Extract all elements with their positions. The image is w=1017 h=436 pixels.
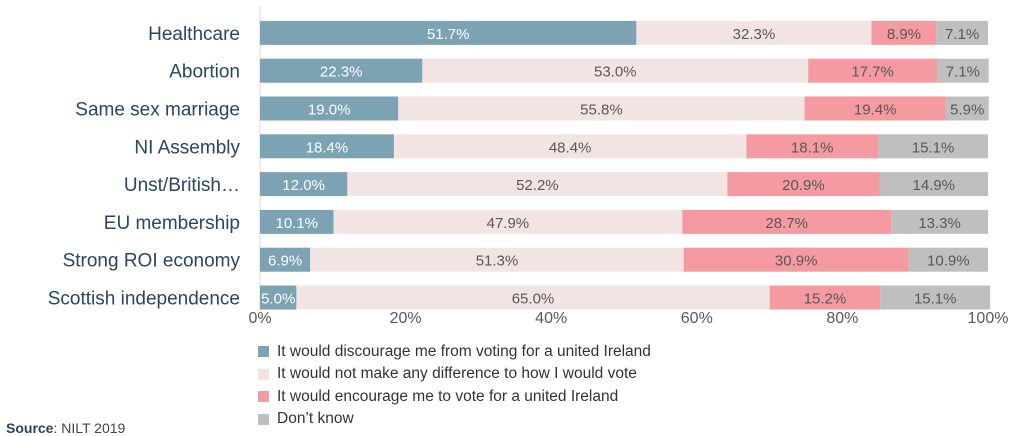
data-label: 52.2%: [516, 177, 559, 194]
data-label: 18.4%: [306, 139, 349, 156]
category-label: Same sex marriage: [75, 100, 240, 121]
bar-segment: [260, 58, 423, 83]
source-note: Source: NILT 2019: [6, 420, 125, 436]
data-label: 10.9%: [927, 253, 970, 270]
x-tick-label: 80%: [826, 310, 858, 327]
bar-segment: [310, 247, 684, 272]
category-label: Abortion: [169, 62, 240, 83]
legend-swatch: [258, 368, 269, 380]
data-label: 30.9%: [775, 253, 818, 270]
bar-segment: [804, 96, 946, 121]
data-label: 51.7%: [427, 26, 470, 43]
bar-segment: [333, 209, 683, 234]
bar-segment: [398, 96, 805, 121]
data-label: 7.1%: [946, 64, 980, 81]
bar-segment: [682, 209, 892, 234]
bar-segment: [891, 209, 988, 234]
data-label: 32.3%: [733, 26, 776, 43]
legend-label: It would not make any difference to how …: [277, 365, 637, 382]
category-label: NI Assembly: [134, 137, 240, 158]
data-label: 19.0%: [308, 102, 351, 119]
legend-item: It would not make any difference to how …: [258, 365, 651, 384]
data-label: 10.1%: [275, 215, 318, 232]
data-label: 7.1%: [945, 26, 979, 43]
bar-segment: [296, 285, 770, 310]
bar-segment: [936, 20, 988, 45]
category-label: Unst/British…: [124, 175, 240, 196]
data-label: 65.0%: [512, 291, 555, 308]
bar-segment: [746, 134, 879, 159]
bar-segment: [260, 209, 334, 234]
data-label: 47.9%: [487, 215, 530, 232]
bar-segment: [260, 172, 348, 197]
source-text: : NILT 2019: [53, 420, 126, 436]
stacked-bar-chart: Healthcare 51.7% 32.3% 8.9% 7.1% Abortion 22.3…: [48, 6, 1009, 327]
data-label: 13.3%: [918, 215, 961, 232]
bar-segment: [878, 134, 988, 159]
data-label: 12.0%: [282, 177, 325, 194]
legend-swatch: [258, 391, 269, 402]
bar-segment: [937, 58, 989, 83]
legend-swatch: [258, 346, 269, 357]
bar-segment: [945, 96, 989, 121]
data-label: 17.7%: [851, 64, 894, 81]
legend: It would discourage me from voting for a…: [258, 342, 651, 432]
legend-label: Don’t know: [277, 410, 354, 427]
bar-segment: [260, 247, 311, 272]
legend-item: It would discourage me from voting for a…: [258, 342, 651, 361]
bar-segment: [808, 58, 938, 83]
data-label: 19.4%: [854, 102, 897, 119]
data-label: 51.3%: [476, 253, 519, 270]
bar-segment: [879, 172, 988, 197]
bar-segment: [683, 247, 909, 272]
data-label: 8.9%: [887, 26, 921, 43]
data-label: 22.3%: [320, 64, 363, 81]
data-label: 55.8%: [580, 102, 623, 119]
bar-segment: [347, 172, 728, 197]
bar-segment: [908, 247, 988, 272]
legend-item: It would encourage me to vote for a unit…: [258, 387, 651, 406]
source-label: Source: [6, 420, 54, 436]
x-tick-label: 0%: [248, 310, 271, 327]
legend-item: Don’t know: [258, 410, 651, 429]
category-label: Strong ROI economy: [63, 251, 241, 272]
x-tick-label: 100%: [968, 310, 1009, 327]
x-tick-label: 20%: [390, 310, 422, 327]
data-label: 15.1%: [914, 291, 957, 308]
category-label: Healthcare: [148, 24, 240, 45]
data-label: 28.7%: [765, 215, 808, 232]
bar-segment: [727, 172, 880, 197]
legend-label: It would encourage me to vote for a unit…: [277, 387, 619, 405]
bar-segment: [880, 285, 991, 310]
legend-swatch: [258, 413, 269, 425]
bar-segment: [393, 134, 747, 159]
data-label: 20.9%: [782, 177, 825, 194]
x-tick-label: 40%: [535, 310, 567, 327]
category-label: Scottish independence: [48, 289, 240, 310]
legend-label: It would discourage me from voting for a…: [277, 342, 651, 360]
category-label: EU membership: [104, 213, 240, 234]
bar-segment: [636, 20, 872, 45]
data-label: 48.4%: [549, 139, 592, 156]
bar-segment: [769, 285, 881, 310]
data-label: 5.9%: [950, 102, 984, 119]
data-label: 53.0%: [594, 64, 637, 81]
bar-segment: [260, 134, 394, 159]
bar-segment: [260, 96, 399, 121]
bar-segment: [871, 20, 937, 45]
data-label: 15.2%: [804, 291, 847, 308]
bar-segment: [260, 285, 297, 310]
data-label: 5.0%: [261, 291, 295, 308]
data-label: 18.1%: [791, 139, 834, 156]
data-label: 6.9%: [268, 253, 302, 270]
bar-segment: [422, 58, 809, 83]
data-label: 15.1%: [912, 139, 955, 156]
data-label: 14.9%: [912, 177, 955, 194]
bar-segment: [260, 20, 637, 45]
x-tick-label: 60%: [681, 310, 713, 327]
